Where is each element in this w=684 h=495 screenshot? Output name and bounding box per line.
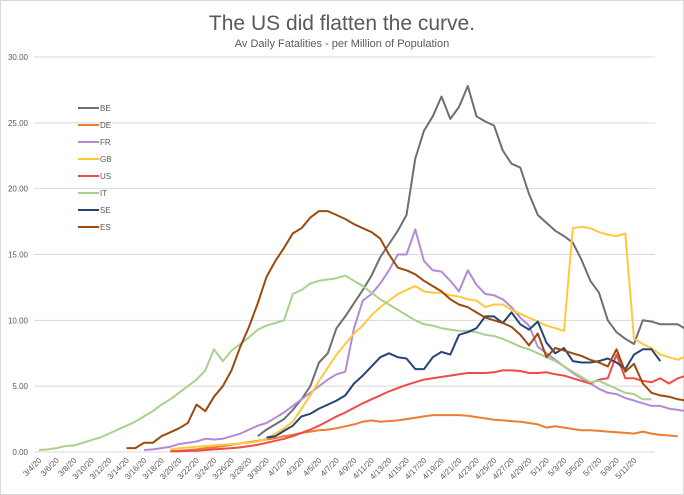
y-tick-label: 25.00 [8,119,29,128]
gridlines [34,56,655,453]
y-tick-label: 30.00 [8,53,29,62]
legend-item-se: SE [78,206,111,215]
series-line-it [38,274,652,451]
legend-item-us: US [78,172,111,181]
legend-item-it: IT [78,189,107,198]
y-tick-label: 0.00 [12,448,28,457]
y-tick-label: 15.00 [8,251,29,260]
legend-item-gb: GB [78,155,112,164]
legend-item-be: BE [78,104,111,113]
series-line-us [170,353,684,453]
legend-label: ES [100,223,111,232]
legend-label: DE [100,121,111,130]
legend-label: IT [100,189,107,198]
x-axis-ticks: 3/4/203/6/203/8/203/10/203/12/203/14/203… [21,456,638,482]
legend-label: SE [100,206,111,215]
series-lines [38,85,684,453]
legend-item-es: ES [78,223,111,232]
y-tick-label: 5.00 [12,382,28,391]
legend-label: GB [100,155,112,164]
legend: BE DE FR GB US IT SE ES [78,104,112,232]
y-tick-label: 10.00 [8,316,29,325]
chart-subtitle: Av Daily Fatalities - per Million of Pop… [234,38,450,50]
legend-label: FR [100,138,111,147]
chart-title: The US did flatten the curve. [208,12,476,35]
series-line-es [126,210,684,450]
legend-label: BE [100,104,111,113]
series-line-gb [170,225,684,451]
legend-item-de: DE [78,121,111,130]
y-axis-ticks: 0.00 5.00 10.00 15.00 20.00 25.00 30.00 [8,53,29,457]
series-line-fr [143,228,684,451]
legend-item-fr: FR [78,138,111,147]
legend-label: US [100,172,111,181]
y-tick-label: 20.00 [8,185,29,194]
series-line-be [257,85,684,437]
